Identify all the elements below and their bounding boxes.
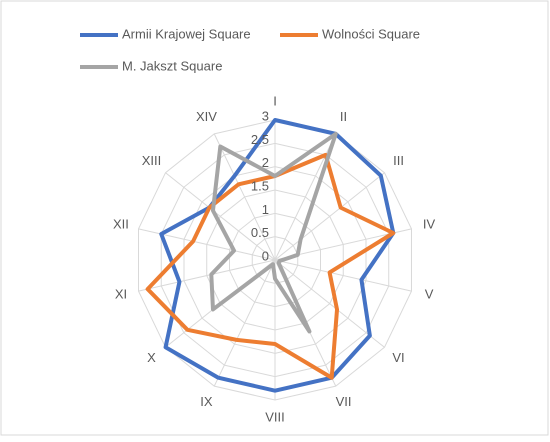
legend-label: M. Jakszt Square	[122, 58, 222, 73]
category-label: III	[393, 153, 404, 168]
spoke	[274, 259, 385, 348]
category-label: VI	[392, 350, 404, 365]
category-label: XIII	[142, 153, 162, 168]
category-label: IX	[200, 394, 213, 409]
y-tick-label: 0.5	[251, 225, 269, 240]
category-label: XI	[115, 287, 127, 302]
category-label: I	[273, 93, 277, 108]
y-tick-label: 0	[262, 248, 269, 263]
series-line	[145, 152, 396, 380]
series-line	[209, 131, 338, 334]
category-label: VII	[336, 394, 352, 409]
legend-label: Armii Krajowej Square	[122, 26, 251, 41]
spoke	[138, 259, 276, 292]
y-tick-label: 1	[262, 202, 269, 217]
spoke	[213, 133, 276, 261]
category-label: IV	[423, 216, 436, 231]
spoke	[274, 259, 412, 292]
category-label: XIV	[196, 109, 217, 124]
category-label: V	[425, 287, 434, 302]
y-tick-label: 3	[262, 108, 269, 123]
y-tick-label: 2.5	[251, 132, 269, 147]
category-label: XII	[113, 216, 129, 231]
legend-label: Wolności Square	[322, 26, 420, 41]
y-tick-label: 1.5	[251, 178, 269, 193]
category-label: X	[147, 350, 156, 365]
series-line	[159, 118, 396, 393]
spoke	[213, 259, 276, 387]
category-label: VIII	[265, 409, 285, 424]
y-tick-label: 2	[262, 155, 269, 170]
category-label: II	[340, 109, 347, 124]
spoke	[165, 172, 276, 261]
spoke	[274, 172, 385, 261]
